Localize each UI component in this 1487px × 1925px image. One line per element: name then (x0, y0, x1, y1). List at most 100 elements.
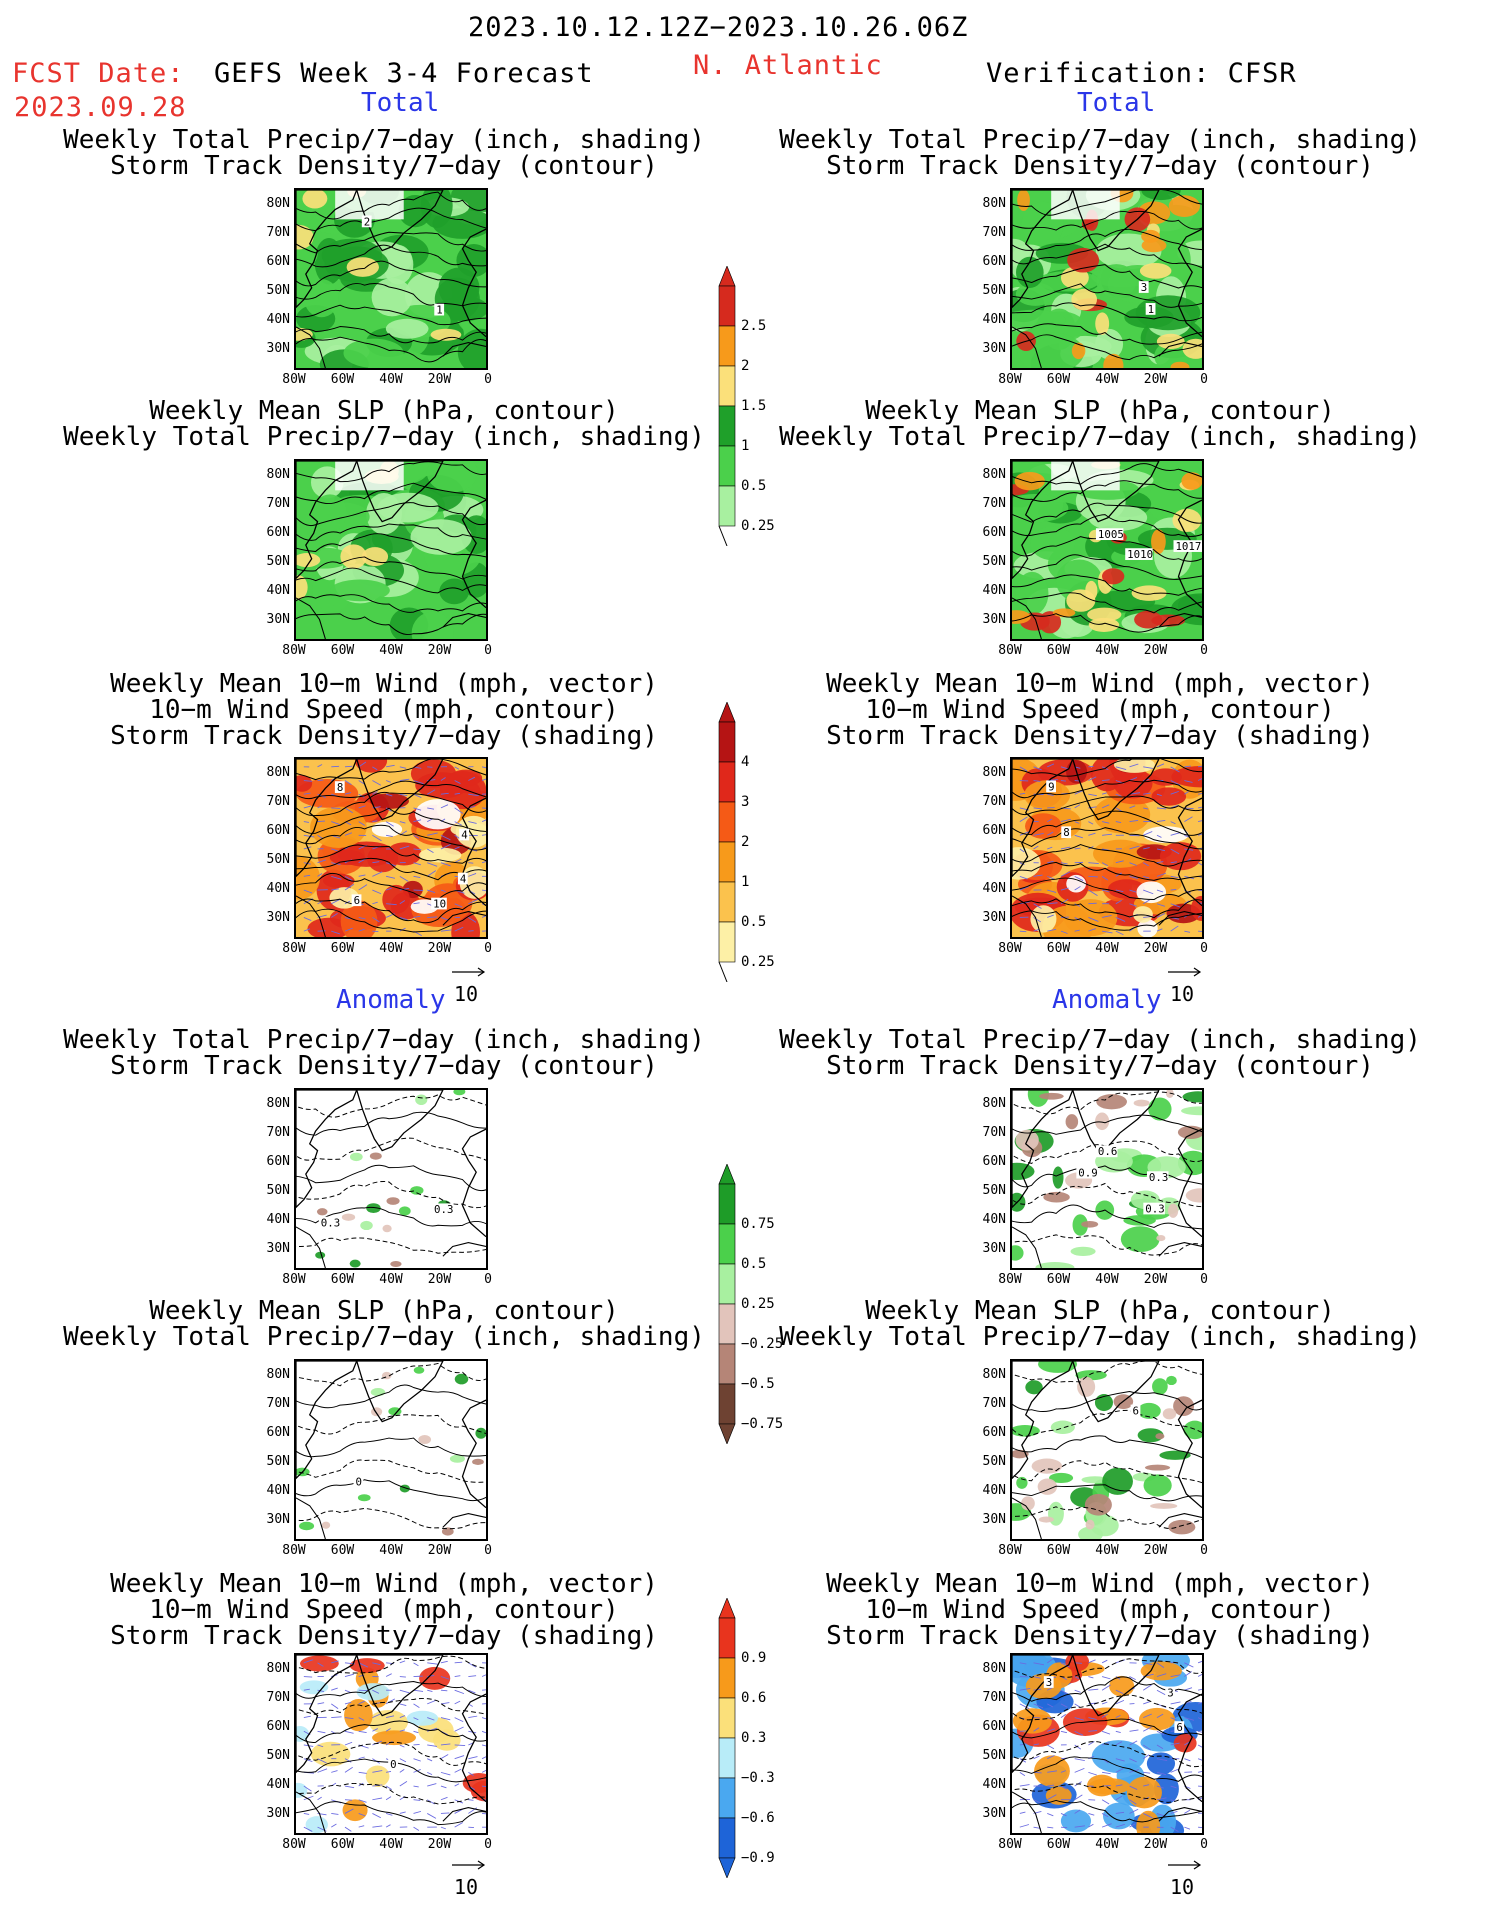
lon-tick-fc_anom_wind-4: 0 (484, 1837, 492, 1852)
lat-tick-ob_total_precip-2: 60N (982, 254, 1006, 269)
svg-text:0.9: 0.9 (1078, 1167, 1097, 1180)
map-svg-fc_anom_precip: 0.3 0.3 (296, 1090, 486, 1268)
svg-text:3: 3 (1141, 281, 1147, 294)
map-svg-ob_anom_wind: 3 3 6 (1012, 1655, 1202, 1833)
lon-tick-ob_total_wind-2: 40W (1095, 941, 1119, 956)
lat-tick-fc_total_precip-1: 70N (266, 225, 290, 240)
map-ob_anom_precip: 0.6 0.3 0.9 0.3 (1010, 1088, 1204, 1270)
lat-tick-fc_anom_wind-0: 80N (266, 1661, 290, 1676)
colorbar-label-storm_anom-2: 0.3 (741, 1730, 767, 1746)
lon-tick-fc_total_wind-3: 20W (427, 941, 452, 956)
lon-tick-ob_total_precip-2: 40W (1095, 372, 1119, 387)
colorbar-label-storm_anom-1: 0.6 (741, 1690, 767, 1706)
fcst-label: FCST Date: (12, 58, 185, 89)
lon-tick-ob_anom_wind-1: 60W (1046, 1837, 1071, 1852)
map-svg-ob_anom_precip: 0.6 0.3 0.9 0.3 (1012, 1090, 1202, 1268)
lat-tick-ob_total_precip-4: 40N (982, 312, 1006, 327)
colorbar-label-storm_anom-5: −0.9 (741, 1850, 775, 1866)
svg-text:6: 6 (1176, 1721, 1182, 1734)
panel-title-r3-c0-l0: Weekly Total Precip/7−day (inch, shading… (63, 1025, 705, 1055)
vector-ref-label-0: 10 (454, 982, 479, 1006)
lat-tick-ob_total_slp-0: 80N (982, 467, 1006, 482)
colorbar-label-storm_anom-0: 0.9 (741, 1650, 767, 1666)
colorbar-precip_total (717, 265, 737, 547)
lat-tick-fc_total_slp-3: 50N (266, 554, 290, 569)
lat-tick-fc_total_slp-0: 80N (266, 467, 290, 482)
lon-tick-ob_total_wind-1: 60W (1046, 941, 1071, 956)
lon-tick-fc_anom_slp-1: 60W (330, 1543, 355, 1558)
section-total-right: Total (1077, 88, 1156, 118)
panel-title-r0-c0-l0: Weekly Total Precip/7−day (inch, shading… (63, 125, 705, 155)
svg-text:6: 6 (354, 894, 360, 907)
panel-title-r5-c0-l1: 10−m Wind Speed (mph, contour) (149, 1595, 619, 1625)
lat-tick-ob_total_precip-1: 70N (982, 225, 1006, 240)
lon-tick-fc_anom_precip-1: 60W (330, 1272, 355, 1287)
colorbar-label-precip_anom-1: 0.5 (741, 1256, 767, 1272)
colorbar-label-storm_anom-3: −0.3 (741, 1770, 775, 1786)
lat-tick-fc_total_slp-4: 40N (266, 583, 290, 598)
vector-ref-arrow-1 (1168, 967, 1202, 977)
lat-tick-fc_total_precip-0: 80N (266, 196, 290, 211)
lon-tick-fc_anom_slp-2: 40W (379, 1543, 403, 1558)
panel-title-r4-c1-l0: Weekly Mean SLP (hPa, contour) (865, 1296, 1335, 1326)
lat-tick-ob_anom_slp-3: 50N (982, 1454, 1006, 1469)
lat-tick-ob_anom_wind-0: 80N (982, 1661, 1006, 1676)
vector-ref-arrow-0 (452, 967, 486, 977)
colorbar-label-precip_total-5: 0.25 (741, 518, 775, 534)
lon-tick-fc_anom_wind-2: 40W (379, 1837, 403, 1852)
lon-tick-fc_anom_slp-4: 0 (484, 1543, 492, 1558)
lon-tick-fc_anom_precip-4: 0 (484, 1272, 492, 1287)
svg-text:0: 0 (355, 1476, 361, 1489)
lat-tick-fc_anom_wind-5: 30N (266, 1806, 290, 1821)
lat-tick-fc_anom_wind-4: 40N (266, 1777, 290, 1792)
panel-title-r4-c0-l1: Weekly Total Precip/7−day (inch, shading… (63, 1322, 705, 1352)
map-svg-fc_anom_slp: 0 (296, 1361, 486, 1539)
colorbar-storm_total (717, 701, 737, 983)
lon-tick-ob_total_slp-2: 40W (1095, 643, 1119, 658)
svg-text:1017.5: 1017.5 (1175, 540, 1202, 553)
lon-tick-fc_total_wind-2: 40W (379, 941, 403, 956)
panel-title-r4-c1-l1: Weekly Total Precip/7−day (inch, shading… (779, 1322, 1421, 1352)
colorbar-label-precip_total-0: 2.5 (741, 318, 767, 334)
lon-tick-fc_total_wind-4: 0 (484, 941, 492, 956)
lon-tick-fc_anom_slp-3: 20W (427, 1543, 452, 1558)
vector-ref-arrow-2 (452, 1860, 486, 1870)
colorbar-label-precip_total-3: 1 (741, 438, 750, 454)
map-fc_total_slp (294, 459, 488, 641)
lon-tick-fc_anom_slp-0: 80W (282, 1543, 306, 1558)
vector-ref-label-3: 10 (1170, 1875, 1195, 1899)
svg-text:9: 9 (1048, 780, 1054, 793)
lon-tick-fc_anom_wind-0: 80W (282, 1837, 306, 1852)
lon-tick-ob_total_wind-0: 80W (998, 941, 1022, 956)
panel-title-r3-c1-l1: Storm Track Density/7−day (contour) (826, 1051, 1374, 1081)
lat-tick-ob_anom_slp-5: 30N (982, 1512, 1006, 1527)
lon-tick-fc_total_wind-0: 80W (282, 941, 306, 956)
section-total-left: Total (361, 88, 440, 118)
svg-text:3: 3 (1167, 1686, 1173, 1699)
lon-tick-ob_anom_wind-2: 40W (1095, 1837, 1119, 1852)
lat-tick-ob_total_precip-3: 50N (982, 283, 1006, 298)
vector-ref-1: 10 (1166, 960, 1206, 1006)
lat-tick-fc_total_precip-2: 60N (266, 254, 290, 269)
panel-title-r1-c0-l1: Weekly Total Precip/7−day (inch, shading… (63, 422, 705, 452)
lon-tick-ob_total_slp-0: 80W (998, 643, 1022, 658)
lat-tick-ob_total_slp-2: 60N (982, 525, 1006, 540)
lon-tick-ob_total_precip-1: 60W (1046, 372, 1071, 387)
panel-title-r4-c0-l0: Weekly Mean SLP (hPa, contour) (149, 1296, 619, 1326)
map-svg-ob_anom_slp: 6 (1012, 1361, 1202, 1539)
lat-tick-ob_anom_wind-2: 60N (982, 1719, 1006, 1734)
lat-tick-fc_total_wind-4: 40N (266, 881, 290, 896)
lat-tick-fc_total_precip-4: 40N (266, 312, 290, 327)
lon-tick-ob_anom_slp-4: 0 (1200, 1543, 1208, 1558)
colorbar-label-precip_total-4: 0.5 (741, 478, 767, 494)
lat-tick-fc_anom_wind-1: 70N (266, 1690, 290, 1705)
lat-tick-fc_anom_precip-3: 50N (266, 1183, 290, 1198)
lon-tick-ob_anom_wind-0: 80W (998, 1837, 1022, 1852)
map-fc_total_wind: 10 8 4 4 6 (294, 757, 488, 939)
lat-tick-fc_anom_slp-2: 60N (266, 1425, 290, 1440)
lat-tick-ob_anom_precip-4: 40N (982, 1212, 1006, 1227)
lon-tick-fc_total_slp-1: 60W (330, 643, 355, 658)
vector-ref-label-1: 10 (1170, 982, 1195, 1006)
lat-tick-fc_anom_precip-0: 80N (266, 1096, 290, 1111)
